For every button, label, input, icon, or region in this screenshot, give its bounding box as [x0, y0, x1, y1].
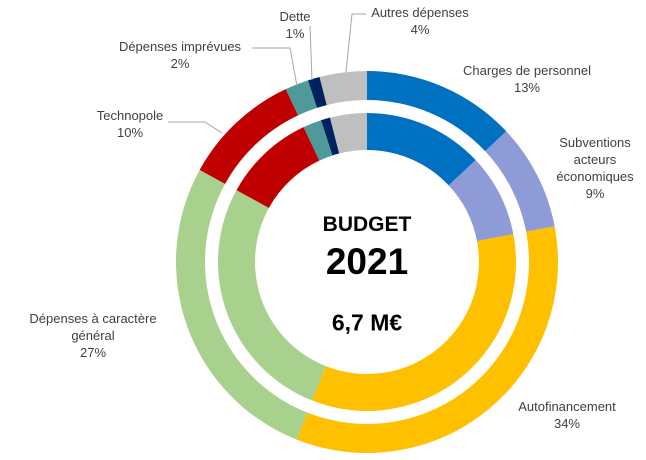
value-label: 2%: [170, 56, 190, 71]
inner-segment: [320, 117, 340, 156]
outer-segment: [485, 131, 555, 232]
value-label: 1%: [285, 26, 305, 41]
outer-segment: [307, 77, 327, 108]
outer-segment: [367, 71, 507, 152]
inner-segment: [218, 190, 326, 401]
data-label: Dépenses imprévues 2%: [119, 38, 241, 72]
outer-segment: [285, 80, 317, 116]
data-label: Technopole 10%: [97, 107, 164, 141]
value-label: 10%: [116, 125, 144, 140]
value-label: 4%: [410, 22, 430, 37]
category-label: Autofinancement: [518, 399, 616, 414]
leader-lines: [168, 13, 366, 134]
leader-line: [168, 121, 223, 134]
category-label: Technopole: [96, 108, 164, 123]
inner-segment: [367, 113, 476, 186]
center-text: 2021: [325, 241, 409, 282]
inner-segment: [303, 120, 333, 161]
data-label: Dette 1%: [279, 8, 310, 42]
value-label: 27%: [79, 345, 107, 360]
data-label: Autofinancement 34%: [518, 398, 616, 432]
leader-line: [252, 47, 298, 87]
data-label: Charges de personnel 13%: [463, 62, 591, 96]
inner-segment: [236, 127, 320, 209]
leader-line: [309, 25, 313, 81]
value-label: 9%: [585, 186, 605, 201]
category-label: Autres dépenses: [371, 5, 469, 20]
outer-segment: [199, 89, 299, 184]
leader-line: [345, 13, 366, 73]
category-label: Dépenses à caractère général: [29, 311, 157, 343]
data-label: Autres dépenses 4%: [371, 4, 469, 38]
inner-segment: [312, 234, 516, 411]
center-text: 6,7 M€: [331, 309, 403, 336]
inner-segment: [329, 113, 367, 154]
category-label: Charges de personnel: [463, 63, 591, 78]
inner-segment: [448, 160, 514, 242]
outer-segment: [319, 71, 367, 106]
outer-segment: [175, 169, 308, 440]
category-label: Subventions acteurs économiques: [556, 135, 634, 184]
outer-segment: [296, 226, 559, 453]
value-label: 34%: [553, 416, 581, 431]
value-label: 13%: [513, 80, 541, 95]
category-label: Dette: [279, 9, 311, 24]
category-label: Dépenses imprévues: [118, 39, 242, 54]
center-text: BUDGET: [322, 213, 412, 236]
data-label: Dépenses à caractère général 27%: [11, 310, 176, 361]
data-label: Subventions acteurs économiques 9%: [549, 134, 641, 202]
